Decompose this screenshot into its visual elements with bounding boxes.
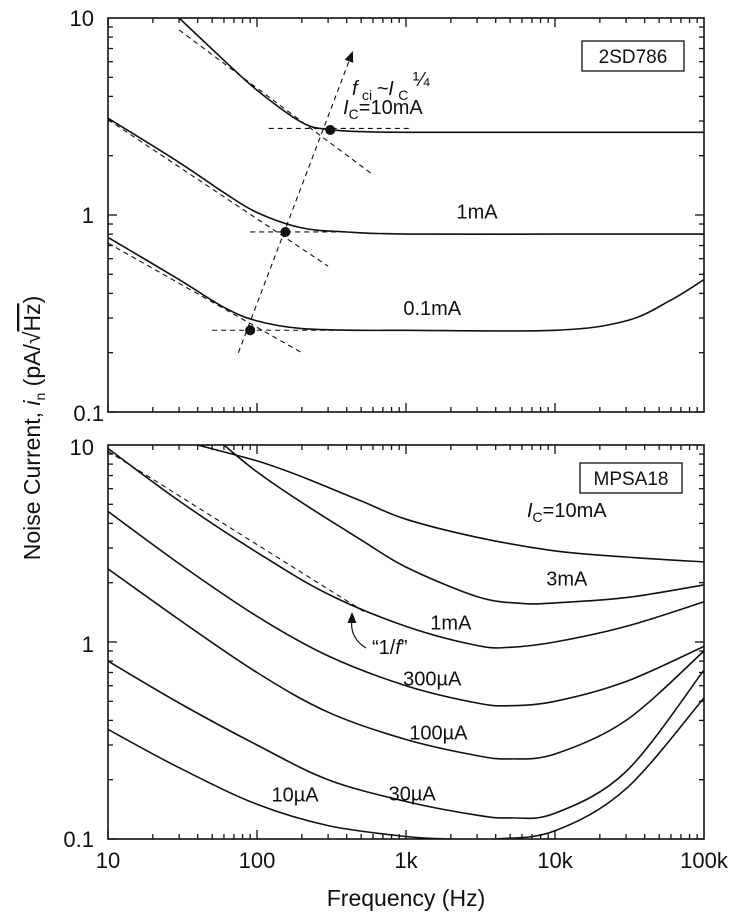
top-noise-curves bbox=[108, 18, 704, 332]
top-asymptote-lines bbox=[108, 29, 413, 354]
noise-curve-ic-10ma bbox=[178, 18, 704, 134]
bottom-curve-labels: IC=10mA 3mA 1mA 300µA 100µA 30µA 10µA bbox=[271, 500, 607, 806]
corner-point bbox=[245, 325, 256, 336]
noise-curve-ic-10ma bbox=[197, 445, 704, 563]
slope-label-arrowhead bbox=[347, 612, 357, 623]
curve-label-10ua: 10µA bbox=[271, 785, 319, 807]
bottom-panel: IC=10mA 3mA 1mA 300µA 100µA 30µA 10µA 10 1 0.1… bbox=[63, 435, 728, 911]
slope-label: “1/f” bbox=[372, 637, 408, 659]
top-ytick-label-1: 1 bbox=[82, 203, 94, 228]
x-axis-title: Frequency (Hz) bbox=[327, 885, 485, 911]
curve-label-30ua: 30µA bbox=[389, 783, 437, 805]
corner-frequency-line bbox=[237, 50, 354, 353]
xtick-label-100k: 100k bbox=[680, 848, 729, 873]
slope-label-arrow bbox=[351, 619, 367, 649]
bottom-axis-ticks bbox=[107, 445, 704, 840]
curve-label-300ua: 300µA bbox=[403, 669, 462, 691]
top-corner-points bbox=[245, 125, 336, 336]
curve-label-1ma: 1mA bbox=[457, 201, 499, 223]
y-axis-title: Noise Current, in (pA/√Hz) bbox=[19, 296, 48, 561]
curve-label-1ma: 1mA bbox=[430, 612, 472, 634]
bottom-ytick-label-10: 10 bbox=[70, 435, 94, 460]
top-curve-labels: IC=10mA 1mA 0.1mA bbox=[343, 97, 498, 320]
bottom-slope-line bbox=[107, 450, 364, 612]
top-plot-frame bbox=[107, 17, 705, 413]
curve-label-ic-10ma: IC=10mA bbox=[343, 97, 423, 122]
noise-curve-0-1ma bbox=[108, 236, 704, 332]
noise-curve-1ma bbox=[108, 117, 704, 236]
noise-curve-10ua bbox=[108, 697, 704, 839]
asymptote-line bbox=[108, 119, 329, 267]
top-device-label-box bbox=[581, 40, 685, 72]
bottom-device-label: MPSA18 bbox=[594, 469, 669, 490]
corner-frequency-arrowhead bbox=[344, 50, 354, 63]
curve-label-3ma: 3mA bbox=[546, 569, 588, 591]
noise-curve-30ua bbox=[108, 660, 704, 820]
asymptote-line bbox=[108, 242, 303, 354]
noise-curve-300ua bbox=[108, 510, 704, 707]
noise-curve-3ma bbox=[223, 445, 704, 605]
bottom-noise-curves bbox=[108, 445, 704, 839]
xtick-label-100: 100 bbox=[239, 848, 276, 873]
xtick-label-1k: 1k bbox=[394, 848, 418, 873]
top-device-label: 2SD786 bbox=[599, 47, 668, 68]
bottom-device-label-box bbox=[579, 462, 683, 494]
corner-point bbox=[325, 125, 336, 136]
asymptote-line bbox=[178, 29, 374, 176]
top-ytick-label-10: 10 bbox=[70, 6, 94, 31]
bottom-ytick-label-0-1: 0.1 bbox=[63, 827, 94, 852]
curve-label-100ua: 100µA bbox=[409, 722, 468, 744]
xtick-label-10: 10 bbox=[96, 848, 120, 873]
top-ytick-label-0-1: 0.1 bbox=[73, 401, 104, 426]
noise-curve-100ua bbox=[108, 568, 704, 760]
curve-label-0-1ma: 0.1mA bbox=[403, 298, 461, 320]
corner-point bbox=[280, 226, 291, 237]
top-axis-ticks bbox=[107, 18, 704, 413]
curve-label-ic-10ma: IC=10mA bbox=[527, 500, 607, 525]
one-over-f-slope-line bbox=[107, 450, 364, 612]
corner-frequency-annotation: f ci ~I C ¼ bbox=[352, 69, 430, 104]
noise-curve-1ma bbox=[108, 447, 704, 649]
xtick-label-10k: 10k bbox=[537, 848, 573, 873]
top-panel: IC=10mA 1mA 0.1mA 10 1 0.1 2SD786 f ci ~I … bbox=[70, 6, 705, 426]
bottom-ytick-label-1: 1 bbox=[82, 632, 94, 657]
